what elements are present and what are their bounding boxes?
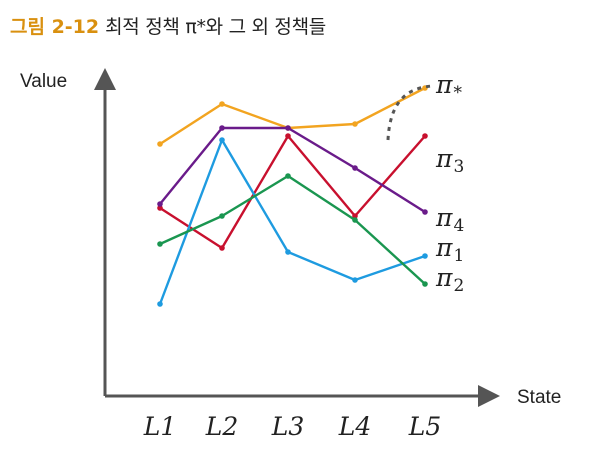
y-axis-label: Value [20, 71, 67, 92]
data-point-pi-2-l5 [422, 281, 428, 287]
series-line-pi-1 [158, 138, 426, 305]
x-axis-arrow [478, 385, 500, 407]
data-point-pi-star-l2 [219, 101, 225, 107]
figure-title: 그림 2-12 최적 정책 π*와 그 외 정책들 [10, 12, 326, 39]
data-point-pi-1-l5 [422, 253, 428, 259]
data-point-pi-3-l5 [422, 133, 428, 139]
series-line-pi-3 [159, 134, 426, 250]
x-tick-label-l4: L4 [338, 412, 372, 441]
data-point-pi-2-l1 [157, 241, 163, 247]
data-point-pi-2-l3 [285, 173, 291, 179]
data-point-pi-1-l3 [285, 249, 291, 255]
data-point-pi-2-l2 [219, 213, 225, 219]
series-label-pi-4: π4 [435, 203, 464, 236]
optimal-policy-pointer-arc [386, 84, 433, 141]
series-line-pi-2 [159, 174, 426, 285]
figure-number: 그림 2-12 [10, 16, 100, 38]
data-point-pi-1-l4 [352, 277, 358, 283]
x-tick-label-l3: L3 [271, 412, 305, 441]
x-tick-label-l5: L5 [408, 412, 442, 441]
x-tick-labels: L1 L2 L3 L4 L5 [143, 412, 442, 441]
data-point-pi-star-l4 [352, 121, 358, 127]
data-point-pi-4-l3 [285, 125, 291, 131]
data-point-pi-3-l1 [157, 205, 163, 211]
data-point-pi-4-l2 [219, 125, 225, 131]
data-point-pi-1-l2 [219, 137, 225, 143]
data-point-pi-3-l2 [219, 245, 225, 251]
series-layer [157, 85, 428, 307]
data-point-pi-4-l4 [352, 165, 358, 171]
data-point-pi-3-l4 [352, 213, 358, 219]
data-point-pi-1-l1 [157, 301, 163, 307]
x-axis-label: State [517, 387, 561, 408]
data-point-pi-star-l1 [157, 141, 163, 147]
data-point-pi-2-l4 [352, 217, 358, 223]
series-line-pi-star [159, 86, 426, 146]
series-label-pi-2: π2 [435, 263, 464, 296]
data-point-pi-3-l3 [285, 133, 291, 139]
x-tick-label-l2: L2 [205, 412, 239, 441]
series-label-pi-star: π* [435, 70, 462, 103]
y-axis-arrow [94, 68, 116, 90]
series-label-pi-1: π1 [435, 233, 464, 266]
x-tick-label-l1: L1 [143, 412, 177, 441]
series-label-pi-3: π3 [435, 144, 464, 177]
figure-caption: 최적 정책 π*와 그 외 정책들 [105, 16, 326, 38]
axes: Value State [20, 68, 561, 408]
data-point-pi-4-l5 [422, 209, 428, 215]
data-point-pi-4-l1 [157, 201, 163, 207]
